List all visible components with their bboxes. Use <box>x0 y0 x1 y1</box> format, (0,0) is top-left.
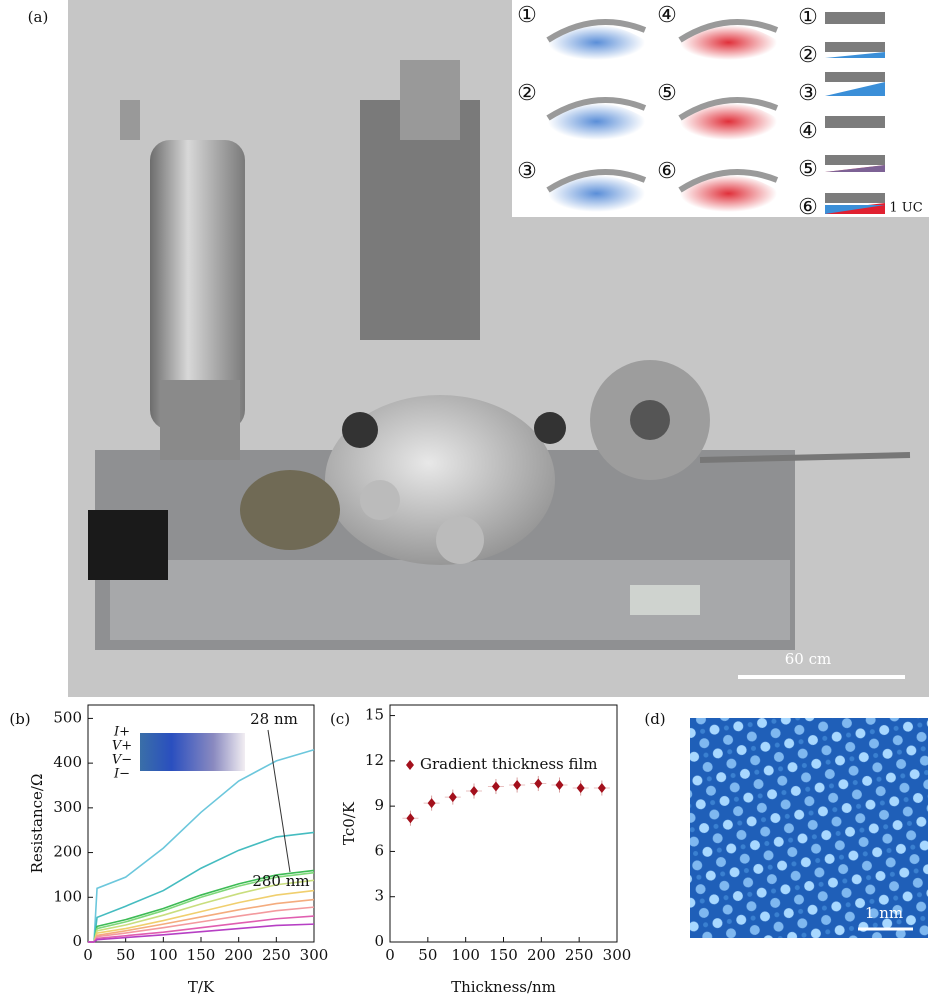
x-tick-label: 300 <box>300 946 329 964</box>
y-tick-label: 0 <box>72 932 82 950</box>
step-label: ⑤ <box>657 81 677 106</box>
step-label: ⑤ <box>798 157 818 182</box>
point <box>406 813 414 823</box>
scale-bar-label: 1 nm <box>865 904 903 922</box>
y-tick-label: 12 <box>365 751 384 769</box>
panel-label: (d) <box>644 710 665 728</box>
device-inset <box>140 733 245 771</box>
inset-label: I− <box>113 767 130 782</box>
y-tick-label: 0 <box>374 932 384 950</box>
step-label: ③ <box>517 159 537 184</box>
point <box>513 780 521 790</box>
point <box>598 783 606 793</box>
point <box>428 798 436 808</box>
x-tick-label: 150 <box>187 946 216 964</box>
y-tick-label: 9 <box>374 796 384 814</box>
x-tick-label: 200 <box>527 946 556 964</box>
y-axis-label: Resistance/Ω <box>28 774 46 874</box>
step-label: ⑥ <box>657 159 677 184</box>
y-tick-label: 500 <box>53 708 82 726</box>
inset-label: I+ <box>113 725 130 740</box>
legend-marker <box>406 760 414 770</box>
x-tick-label: 0 <box>385 946 395 964</box>
x-axis-label: T/K <box>188 978 215 996</box>
figure: 1 nm (a) (b) (c) (d) 60 cm 1 UC ① ② ③ ④ ⑤ ⑥ ① ②… <box>0 0 929 1003</box>
y-tick-label: 3 <box>374 887 384 905</box>
step-label: ⑥ <box>798 195 818 220</box>
y-tick-label: 15 <box>365 706 384 724</box>
x-tick-label: 0 <box>83 946 93 964</box>
plot-frame <box>390 705 617 942</box>
step-label: ① <box>517 3 537 28</box>
x-tick-label: 50 <box>116 946 135 964</box>
panel-label: (a) <box>28 8 49 26</box>
point <box>449 792 457 802</box>
point <box>555 780 563 790</box>
y-tick-label: 6 <box>374 841 384 859</box>
y-tick-label: 400 <box>53 753 82 771</box>
annotation-arrow <box>268 730 290 872</box>
x-tick-label: 100 <box>451 946 480 964</box>
x-tick-label: 200 <box>224 946 253 964</box>
panel-label: (c) <box>330 710 350 728</box>
step-label: ④ <box>798 119 818 144</box>
step-label: ④ <box>657 3 677 28</box>
panel-label: (b) <box>9 710 30 728</box>
scale-bar-label: 60 cm <box>785 650 831 668</box>
inset-label: V− <box>112 753 132 768</box>
x-axis-label: Thickness/nm <box>451 978 556 996</box>
point <box>470 786 478 796</box>
point <box>577 783 585 793</box>
layer-note: 1 UC <box>889 201 922 216</box>
point <box>492 782 500 792</box>
x-tick-label: 100 <box>149 946 178 964</box>
annotation: 28 nm <box>250 710 298 728</box>
x-tick-label: 250 <box>262 946 291 964</box>
step-label: ② <box>798 43 818 68</box>
x-tick-label: 50 <box>418 946 437 964</box>
y-tick-label: 100 <box>53 887 82 905</box>
x-tick-label: 250 <box>565 946 594 964</box>
x-tick-label: 150 <box>489 946 518 964</box>
y-axis-label: Tc0/K <box>340 801 358 845</box>
point <box>534 778 542 788</box>
step-label: ③ <box>798 81 818 106</box>
step-label: ② <box>517 81 537 106</box>
inset-label: V+ <box>112 739 132 754</box>
step-label: ① <box>798 5 818 30</box>
y-tick-label: 300 <box>53 798 82 816</box>
x-tick-label: 300 <box>603 946 632 964</box>
annotation: 280 nm <box>252 872 309 890</box>
legend-label: Gradient thickness film <box>420 755 598 773</box>
y-tick-label: 200 <box>53 843 82 861</box>
